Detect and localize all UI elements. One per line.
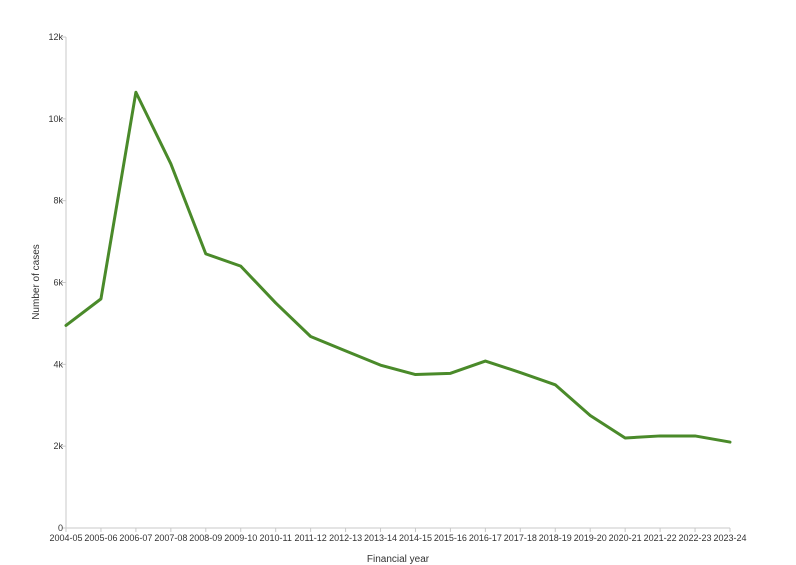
x-axis: 2004-05 2005-06 2006-07 2007-08 2008-09 2009-… (49, 527, 747, 543)
x-tick-label: 2013-14 (364, 533, 397, 543)
data-point (134, 91, 138, 94)
x-tick-label: 2020-21 (609, 533, 642, 543)
x-tick-label: 2004-05 (49, 533, 82, 543)
x-tick-label: 2022-23 (679, 533, 712, 543)
x-tick-label: 2005-06 (84, 533, 117, 543)
y-tick-label: 6k (53, 278, 63, 288)
data-point (239, 264, 242, 268)
x-tick-label: 2016-17 (469, 533, 502, 543)
x-tick-label: 2012-13 (329, 533, 362, 543)
x-axis-title: Financial year (367, 554, 430, 565)
y-axis: 0 2k 4k 6k 8k 10k 12k (48, 32, 67, 533)
x-tick-label: 2007-08 (154, 533, 187, 543)
y-tick-label: 10k (48, 114, 63, 124)
data-point (519, 371, 522, 374)
data-point (204, 252, 207, 256)
data-point (658, 434, 662, 438)
data-point (693, 434, 697, 438)
x-tick-label: 2018-19 (539, 533, 572, 543)
data-point (169, 162, 173, 166)
series-layer (64, 90, 732, 444)
x-tick-label: 2010-11 (259, 533, 291, 543)
data-point (589, 414, 592, 417)
x-tick-label: 2021-22 (644, 533, 677, 543)
data-point (309, 335, 312, 338)
data-point (449, 372, 452, 375)
data-point (623, 436, 627, 440)
y-tick-label: 4k (53, 359, 63, 369)
y-axis-title: Number of cases (31, 244, 42, 320)
x-tick-label: 2017-18 (504, 533, 537, 543)
x-tick-label: 2014-15 (399, 533, 432, 543)
data-point (379, 363, 382, 367)
data-point (99, 297, 103, 301)
data-point (64, 324, 68, 327)
x-tick-label: 2015-16 (434, 533, 467, 543)
data-point (728, 440, 732, 444)
series-line (64, 90, 732, 444)
y-tick-label: 12k (48, 32, 63, 42)
y-tick-label: 8k (53, 196, 63, 206)
data-point (344, 349, 347, 353)
x-tick-label: 2023-24 (713, 533, 746, 543)
x-tick-label: 2008-09 (189, 533, 222, 543)
y-tick-label: 0 (58, 523, 63, 533)
x-tick-label: 2011-12 (294, 533, 326, 543)
x-tick-label: 2019-20 (574, 533, 607, 543)
data-point (484, 359, 487, 363)
data-point (414, 373, 417, 376)
data-point (274, 301, 277, 305)
x-tick-label: 2009-10 (224, 533, 257, 543)
x-tick-label: 2006-07 (119, 533, 152, 543)
y-tick-label: 2k (53, 441, 63, 451)
data-point (554, 383, 557, 386)
